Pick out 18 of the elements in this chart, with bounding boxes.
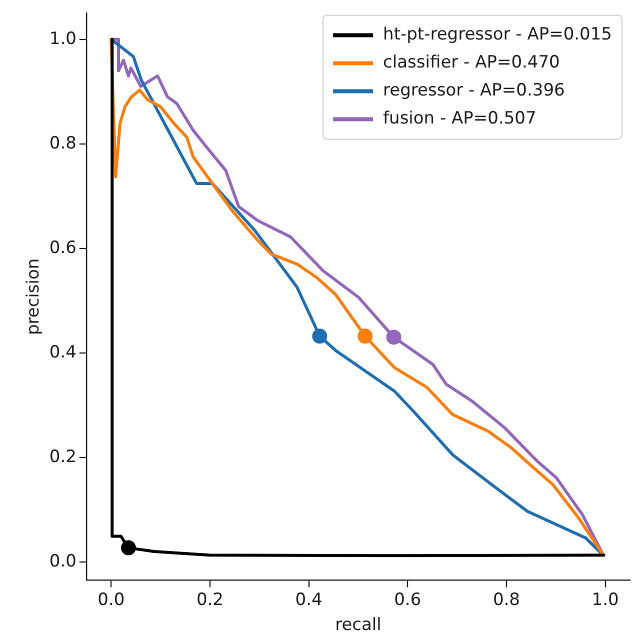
y-tick-label: 0.6 xyxy=(49,238,76,258)
legend-label: classifier - AP=0.470 xyxy=(383,52,560,73)
legend-label: regressor - AP=0.396 xyxy=(383,80,565,101)
x-tick-label: 0.8 xyxy=(492,590,520,610)
y-tick-label: 0.0 xyxy=(49,551,76,572)
x-tick-label: 0.0 xyxy=(98,590,125,610)
x-axis-title: recall xyxy=(335,615,382,636)
x-tick-label: 0.6 xyxy=(394,590,422,610)
x-tick-label: 0.4 xyxy=(295,590,322,610)
y-tick-label: 0.4 xyxy=(49,342,76,362)
y-tick-label: 1.0 xyxy=(49,28,76,49)
legend-label: fusion - AP=0.507 xyxy=(383,108,536,129)
y-axis-title: precision xyxy=(24,258,44,336)
x-tick-label: 1.0 xyxy=(592,590,619,610)
x-tick-label: 0.2 xyxy=(196,590,224,610)
y-tick-label: 0.8 xyxy=(49,133,76,154)
y-tick-label: 0.2 xyxy=(49,446,76,467)
legend-label: ht-pt-regressor - AP=0.015 xyxy=(383,24,612,45)
